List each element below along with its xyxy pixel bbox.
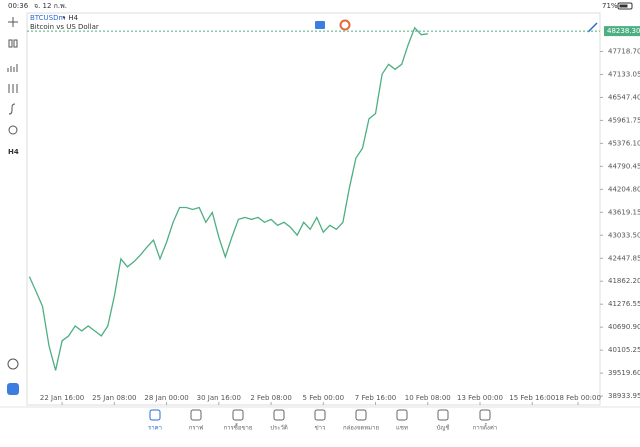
y-tick-label: 40690.90	[608, 323, 640, 331]
last-price-label: 48238.30	[607, 27, 640, 35]
y-tick-label: 40105.25	[608, 346, 640, 354]
y-tick-label: 47718.70	[608, 47, 640, 55]
y-tick-label: 44204.80	[608, 185, 640, 193]
x-tick-label: 2 Feb 08:00	[250, 394, 291, 402]
x-tick-label: 30 Jan 16:00	[197, 394, 241, 402]
nav-label[interactable]: การซื้อขาย	[224, 422, 253, 432]
indicator-icon[interactable]	[339, 19, 351, 31]
status-date: จ. 12 ก.พ.	[34, 2, 67, 10]
x-tick-label: 28 Jan 00:00	[144, 394, 188, 402]
last-price-box	[604, 26, 640, 37]
timeframe-label: • H4	[62, 14, 79, 22]
volume-tool[interactable]	[7, 64, 18, 72]
x-tick-label: 5 Feb 00:00	[303, 394, 344, 402]
objects-tool[interactable]	[8, 125, 18, 135]
function-tool[interactable]	[8, 103, 16, 115]
x-tick-label: 13 Feb 00:00	[457, 394, 503, 402]
nav-icon[interactable]	[314, 409, 326, 421]
symbol[interactable]: BTCUSDm	[30, 14, 66, 22]
nav-icon[interactable]	[396, 409, 408, 421]
timeframe-button[interactable]: H4	[8, 148, 19, 156]
symbol-description: Bitcoin vs US Dollar	[30, 23, 99, 31]
y-tick-label: 46547.40	[608, 93, 640, 101]
nav-label[interactable]: แชท	[396, 425, 408, 432]
y-tick-label: 42447.85	[608, 254, 640, 262]
candle-tool-2[interactable]	[13, 39, 18, 48]
y-tick-label: 45376.10	[608, 139, 640, 147]
zoom-tool[interactable]	[7, 358, 19, 370]
status-battery: 71%	[602, 2, 618, 10]
price-line	[28, 26, 428, 371]
left-toolbar	[7, 17, 19, 370]
battery-icon	[617, 2, 633, 10]
nav-icon[interactable]	[355, 409, 367, 421]
y-tick-label: 45961.75	[608, 116, 640, 124]
indicators-tool[interactable]	[8, 84, 18, 93]
x-tick-label: 10 Feb 08:00	[405, 394, 451, 402]
nav-icon[interactable]	[149, 409, 161, 421]
nav-icon[interactable]	[273, 409, 285, 421]
x-tick-label: 18 Feb 00:00	[555, 394, 601, 402]
nav-label[interactable]: บัญชี	[437, 424, 450, 432]
y-tick-label: 43033.50	[608, 231, 640, 239]
nav-label[interactable]: ข่าว	[315, 425, 326, 432]
nav-icon[interactable]	[190, 409, 202, 421]
y-tick-label: 47133.05	[608, 70, 640, 78]
app-icon[interactable]	[7, 383, 19, 395]
y-tick-label: 41276.55	[608, 300, 640, 308]
nav-label[interactable]: กราฟ	[189, 425, 203, 432]
nav-label[interactable]: การตั้งค่า	[473, 422, 497, 432]
y-tick-label: 43619.15	[608, 208, 640, 216]
nav-label[interactable]: กล่องจดหมาย	[343, 425, 379, 432]
x-tick-label: 7 Feb 16:00	[355, 394, 396, 402]
flag-icon	[315, 21, 325, 29]
nav-icon[interactable]	[232, 409, 244, 421]
status-time: 00:36	[8, 2, 29, 10]
chart-frame	[26, 12, 601, 406]
y-tick-label: 38933.95	[608, 392, 640, 400]
y-tick-label: 44790.45	[608, 162, 640, 170]
x-tick-label: 15 Feb 16:00	[509, 394, 555, 402]
x-tick-label: 25 Jan 08:00	[92, 394, 136, 402]
crosshair-tool[interactable]	[8, 17, 18, 27]
y-tick-label: 39519.60	[608, 369, 640, 377]
nav-icon[interactable]	[437, 409, 449, 421]
nav-label[interactable]: ราคา	[148, 425, 162, 432]
nav-label[interactable]: ประวัติ	[270, 425, 288, 432]
draw-tool[interactable]	[587, 22, 598, 33]
battery-level	[619, 4, 628, 8]
y-tick-label: 41862.20	[608, 277, 640, 285]
nav-icon[interactable]	[479, 409, 491, 421]
candle-tool[interactable]	[8, 39, 13, 48]
x-tick-label: 22 Jan 16:00	[40, 394, 84, 402]
